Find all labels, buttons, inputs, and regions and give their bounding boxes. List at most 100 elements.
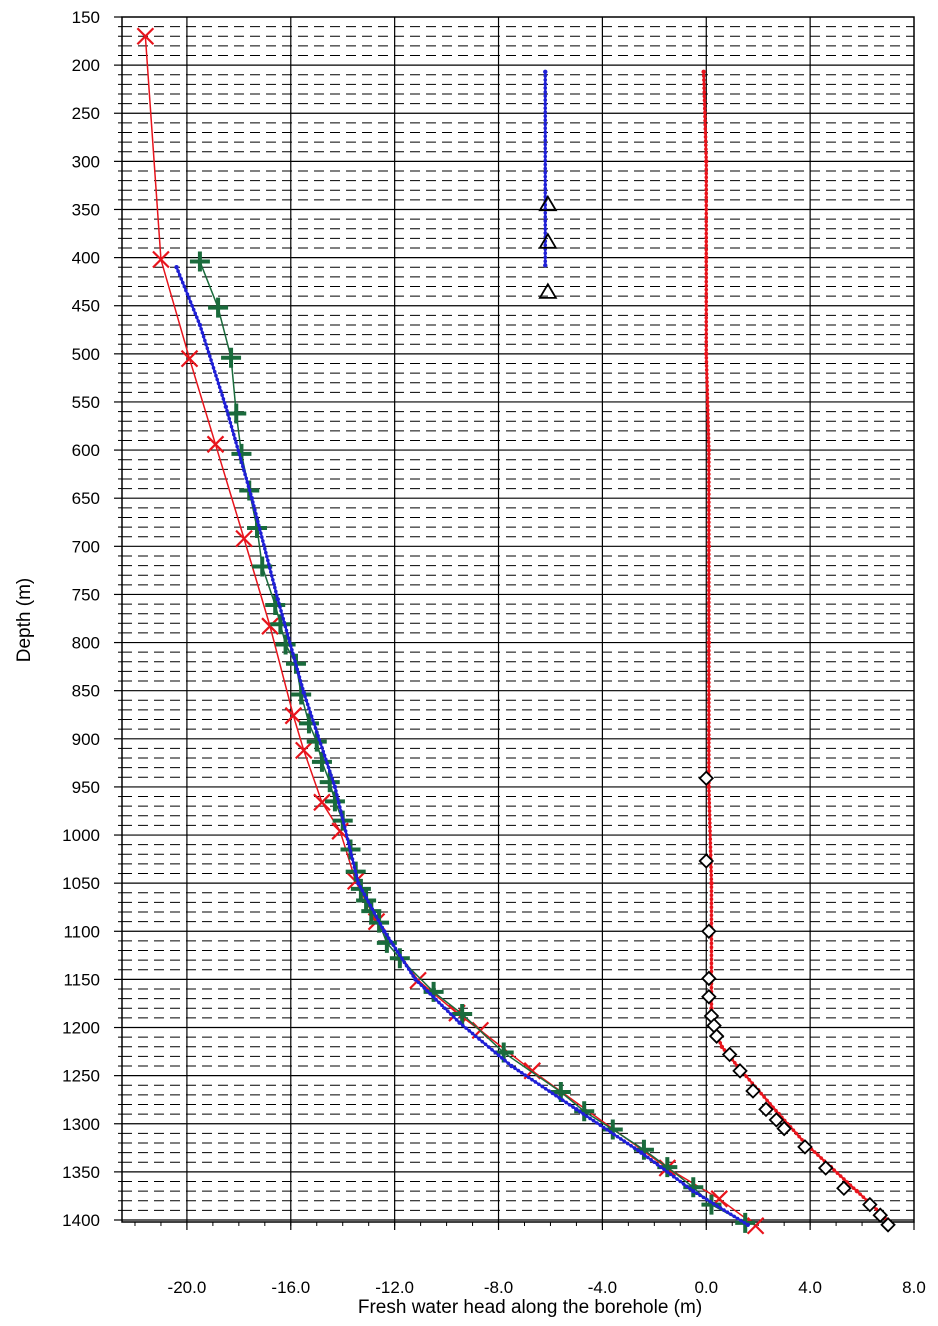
y-axis-label: Depth (m) <box>14 578 35 662</box>
data-point <box>179 276 184 281</box>
data-point <box>402 960 407 965</box>
data-point <box>290 648 294 652</box>
data-point <box>311 718 315 722</box>
data-point <box>219 389 223 393</box>
data-point <box>543 178 548 183</box>
data-point <box>344 833 349 837</box>
data-point <box>707 496 711 501</box>
data-point <box>237 452 242 457</box>
data-point <box>540 1084 545 1089</box>
data-point <box>705 376 709 380</box>
data-point <box>457 1020 462 1025</box>
data-point <box>706 444 711 448</box>
data-point <box>368 903 373 908</box>
data-point <box>709 917 714 922</box>
data-point <box>665 1170 670 1174</box>
data-point <box>704 207 709 212</box>
data-point <box>707 708 711 713</box>
data-point <box>707 608 711 613</box>
data-point <box>707 484 711 488</box>
data-point <box>279 609 283 613</box>
data-point <box>526 1075 531 1080</box>
data-point <box>704 299 709 304</box>
data-point <box>701 970 717 987</box>
data-point <box>262 543 266 547</box>
data-point <box>360 888 365 893</box>
data-point <box>313 726 318 730</box>
data-point <box>707 564 711 569</box>
data-point <box>266 558 270 563</box>
data-point <box>259 531 263 535</box>
data-point <box>703 114 707 119</box>
data-point <box>707 749 711 753</box>
data-point <box>480 1039 485 1044</box>
data-point <box>703 143 708 147</box>
data-point <box>707 616 711 621</box>
data-point <box>701 1195 706 1200</box>
x-tick-label: 8.0 <box>902 1278 926 1297</box>
data-point <box>221 347 242 368</box>
data-point <box>564 1100 568 1105</box>
data-point <box>136 27 155 46</box>
data-point <box>177 273 182 277</box>
data-point <box>702 78 706 82</box>
x-tick-label: -8.0 <box>484 1278 513 1297</box>
y-tick-label: 1200 <box>62 1019 100 1038</box>
data-point <box>704 319 709 324</box>
data-point <box>437 1000 441 1005</box>
data-point <box>382 929 387 934</box>
data-point <box>704 159 709 164</box>
data-point <box>707 793 711 797</box>
data-point <box>332 784 338 790</box>
data-point <box>233 436 237 441</box>
data-point <box>245 480 250 485</box>
data-point <box>347 845 352 849</box>
data-point <box>226 403 247 424</box>
data-point <box>348 849 353 853</box>
data-point <box>704 287 709 292</box>
data-point <box>189 251 210 272</box>
series-6 <box>698 770 896 1233</box>
data-point <box>800 1138 804 1142</box>
data-point <box>287 640 292 644</box>
data-point <box>443 1006 447 1011</box>
data-point <box>588 1116 592 1121</box>
data-point <box>470 1031 475 1036</box>
y-tick-label: 1250 <box>62 1067 100 1086</box>
data-point <box>707 716 711 721</box>
data-point <box>707 540 711 545</box>
data-point <box>705 400 710 404</box>
data-point <box>337 801 341 805</box>
data-point <box>543 126 548 131</box>
data-point <box>543 86 548 90</box>
data-point <box>704 344 709 348</box>
data-point <box>543 194 548 199</box>
data-point <box>343 829 348 833</box>
data-point <box>543 69 548 75</box>
data-point <box>477 1037 481 1041</box>
data-point <box>708 841 713 845</box>
data-point <box>235 444 239 449</box>
data-point <box>215 377 220 382</box>
data-point <box>707 761 711 765</box>
data-point <box>797 1139 813 1155</box>
data-point <box>706 736 712 741</box>
data-point <box>342 825 347 829</box>
data-point <box>543 186 548 191</box>
data-point <box>538 194 558 212</box>
data-point <box>486 1045 491 1049</box>
data-point <box>704 155 708 160</box>
data-point <box>503 1058 507 1063</box>
data-point <box>668 1172 673 1177</box>
data-point <box>691 1188 696 1194</box>
data-point <box>374 914 379 919</box>
data-point <box>704 171 709 176</box>
data-point <box>694 1191 699 1196</box>
data-point <box>703 118 707 123</box>
data-point <box>483 1042 488 1047</box>
data-point <box>205 346 210 351</box>
data-point <box>298 679 303 683</box>
data-point <box>709 937 714 942</box>
data-point <box>707 805 712 809</box>
data-point <box>300 686 305 691</box>
